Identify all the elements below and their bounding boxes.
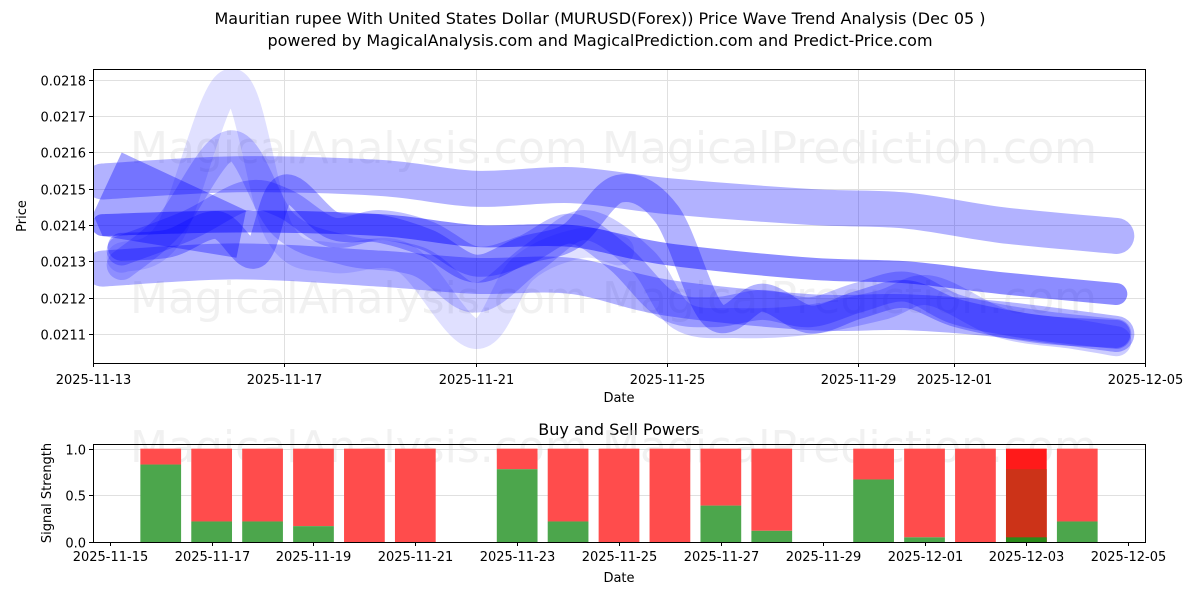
y-tick-label: 0.0217 [41,111,87,126]
x-tick-label: 2025-11-23 [480,550,556,565]
sell-bar [344,449,385,542]
bar-2025-11-18 [242,449,283,542]
bar-2025-11-20 [344,449,385,542]
x-tick-label: 2025-11-13 [56,373,132,388]
sell-bar [293,449,334,526]
sell-bar [599,449,640,542]
y-tick-label: 0.5 [65,490,86,505]
sell-bar [497,449,538,470]
bar-2025-12-03 [1006,449,1047,542]
buy-bar [751,531,792,542]
y-tick-label: 1.0 [65,444,86,459]
bar-2025-11-25 [599,449,640,542]
y-tick-label: 0.0213 [41,256,87,271]
price-x-axis-label: Date [603,391,634,406]
buy-bar [1057,521,1098,542]
sell-bar [395,449,436,542]
x-tick-label: 2025-12-01 [917,373,993,388]
buy-bar [497,469,538,542]
sell-bar [650,449,691,542]
y-tick-label: 0.0215 [41,184,87,199]
bar-2025-11-23 [497,449,538,542]
buy-bar [293,526,334,542]
y-tick-label: 0.0218 [41,75,87,90]
x-tick-label: 2025-11-21 [378,550,454,565]
x-tick-label: 2025-11-29 [821,373,897,388]
bar-2025-11-30 [853,449,894,542]
sell-bar [242,449,283,522]
buy-bar [191,521,232,542]
buy-bar [242,521,283,542]
y-tick-label: 0.0216 [41,147,87,162]
signal-y-axis-label: Signal Strength [40,443,55,543]
sell-bar [1057,449,1098,522]
bar-2025-11-26 [650,449,691,542]
sell-bar [140,449,181,465]
buy-bar [904,537,945,542]
price-y-axis-label: Price [15,200,30,232]
x-tick-label: 2025-11-19 [276,550,352,565]
bar-2025-11-27 [700,449,741,542]
x-tick-label: 2025-11-15 [73,550,149,565]
sell-bar [904,449,945,538]
x-tick-label: 2025-11-17 [175,550,251,565]
y-tick-label: 0.0214 [41,220,87,235]
y-tick-label: 0.0211 [41,329,87,344]
x-tick-label: 2025-11-21 [439,373,515,388]
y-tick-label: 0.0212 [41,293,87,308]
bar-2025-12-02 [955,449,996,542]
buy-bar [140,465,181,542]
sell-bar [700,449,741,506]
bar-2025-11-21 [395,449,436,542]
bar-2025-12-01 [904,449,945,542]
x-tick-label: 2025-11-29 [786,550,862,565]
chart-canvas: MagicalAnalysis.com MagicalPrediction.co… [0,0,1200,600]
x-tick-label: 2025-12-05 [1108,373,1184,388]
sell-bar [853,449,894,480]
buy-bar [853,479,894,542]
buy-bar [700,506,741,542]
x-tick-label: 2025-12-05 [1091,550,1167,565]
bar-2025-12-04 [1057,449,1098,542]
sell-bar [548,449,589,522]
watermark-text: MagicalPrediction.com [602,123,1097,174]
bar-2025-11-19 [293,449,334,542]
x-tick-label: 2025-11-17 [247,373,323,388]
x-tick-label: 2025-11-27 [684,550,760,565]
bar-2025-11-16 [140,449,181,542]
signal-x-axis-label: Date [603,571,634,586]
bar-2025-11-28 [751,449,792,542]
buy-bar [1006,537,1047,542]
x-tick-label: 2025-11-25 [582,550,658,565]
sell-bar [191,449,232,522]
bar-2025-11-17 [191,449,232,542]
x-tick-label: 2025-12-03 [989,550,1065,565]
x-tick-label: 2025-11-25 [630,373,706,388]
buy-bar [548,521,589,542]
sell-bar [751,449,792,531]
sell-bar [955,449,996,542]
x-tick-label: 2025-12-01 [888,550,964,565]
bar-2025-11-24 [548,449,589,542]
sell-bar-dark [1006,469,1047,542]
